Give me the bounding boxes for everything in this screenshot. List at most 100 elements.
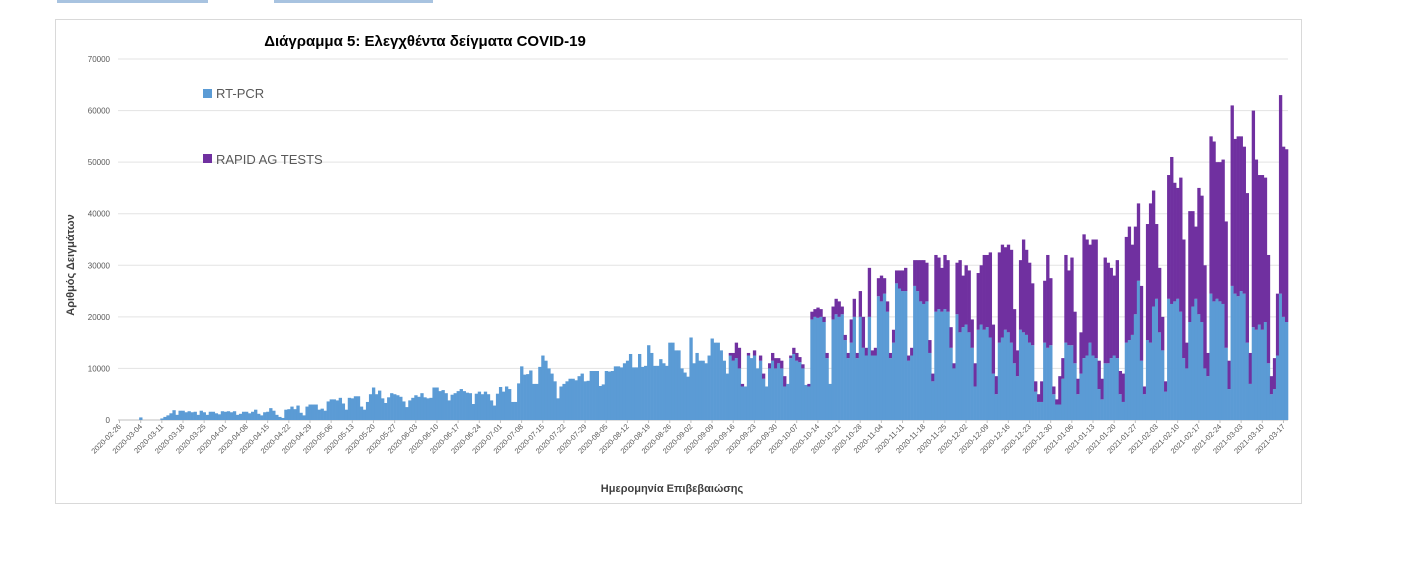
bar-rt-pcr (613, 366, 618, 420)
bar-rapid-ag (961, 275, 965, 328)
bar-rt-pcr (1127, 340, 1132, 420)
bar-rt-pcr (538, 366, 542, 420)
bar-rapid-ag (731, 352, 736, 361)
bar-rapid-ag (1115, 260, 1119, 359)
bar-rt-pcr (202, 412, 206, 420)
bar-rt-pcr (1043, 342, 1047, 420)
bar-rapid-ag (934, 254, 938, 312)
bar-rt-pcr (768, 368, 772, 420)
bar-rt-pcr (556, 398, 560, 420)
bar-rt-pcr (163, 416, 167, 420)
bar-rt-pcr (943, 309, 947, 420)
bar-rt-pcr (822, 322, 826, 420)
bar-rt-pcr (737, 368, 742, 420)
y-tick-label: 50000 (88, 158, 111, 167)
bar-rapid-ag (1070, 257, 1074, 346)
bar-rt-pcr (311, 404, 315, 420)
bar-rt-pcr (671, 342, 675, 420)
bar-rt-pcr (1154, 298, 1159, 420)
bar-rt-pcr (607, 371, 612, 420)
bar-rapid-ag (885, 301, 890, 312)
bar-rt-pcr (816, 317, 820, 420)
bar-rt-pcr (550, 373, 554, 420)
bar-rt-pcr (1121, 401, 1126, 420)
bar-rt-pcr (1254, 329, 1259, 420)
bar-rt-pcr (514, 401, 518, 420)
bar-rapid-ag (1015, 350, 1020, 377)
bar-rapid-ag (1194, 226, 1198, 299)
bar-rt-pcr (393, 394, 397, 420)
bar-rt-pcr (1136, 280, 1141, 420)
bar-rt-pcr (601, 384, 606, 420)
bar-rt-pcr (260, 415, 264, 420)
bar-rt-pcr (453, 393, 457, 420)
bars (139, 95, 1289, 420)
bar-rt-pcr (668, 342, 672, 420)
bar-rt-pcr (728, 355, 733, 420)
bar-rt-pcr (1015, 376, 1020, 420)
bar-rt-pcr (1040, 401, 1044, 420)
bar-rt-pcr (1003, 329, 1008, 420)
bar-rt-pcr (508, 389, 512, 420)
bar-rt-pcr (695, 352, 699, 420)
bar-rapid-ag (943, 254, 947, 310)
bar-rapid-ag (1018, 260, 1023, 330)
bar-rapid-ag (1242, 146, 1246, 294)
bar-rt-pcr (1124, 342, 1129, 420)
bar-rapid-ag (1024, 249, 1029, 335)
bar-rapid-ag (1272, 358, 1277, 390)
bar-rt-pcr (235, 414, 240, 420)
bar-rapid-ag (1040, 381, 1044, 402)
bar-rapid-ag (861, 316, 866, 348)
bar-rt-pcr (698, 360, 702, 420)
bar-rt-pcr (214, 413, 219, 420)
bar-rt-pcr (677, 350, 681, 420)
bar-rt-pcr (266, 411, 270, 420)
bar-rt-pcr (716, 342, 720, 420)
bar-rapid-ag (1191, 211, 1195, 307)
bar-rapid-ag (1215, 162, 1219, 299)
bar-rt-pcr (843, 340, 847, 420)
bar-rapid-ag (864, 347, 869, 356)
bar-rt-pcr (272, 410, 276, 420)
bar-rt-pcr (1076, 394, 1080, 420)
bar-rt-pcr (429, 397, 433, 420)
bar-rapid-ag (1133, 226, 1138, 315)
bar-rt-pcr (882, 293, 887, 420)
bar-rapid-ag (1103, 257, 1107, 364)
bar-rapid-ag (1109, 267, 1113, 359)
bar-rapid-ag (1094, 239, 1098, 359)
bar-rt-pcr (520, 366, 524, 420)
bar-rt-pcr (205, 414, 209, 420)
bar-rt-pcr (1257, 324, 1262, 420)
bar-rt-pcr (904, 291, 908, 420)
bar-rt-pcr (296, 405, 300, 420)
bar-rapid-ag (1206, 352, 1210, 377)
bar-rt-pcr (1000, 337, 1005, 420)
bar-rt-pcr (1145, 340, 1150, 420)
bar-rapid-ag (876, 278, 881, 297)
bar-rt-pcr (867, 316, 872, 420)
bar-rt-pcr (1203, 368, 1207, 420)
bar-rapid-ag (740, 383, 745, 387)
bar-rt-pcr (498, 386, 503, 420)
bar-rt-pcr (589, 371, 593, 420)
bar-rt-pcr (876, 296, 881, 420)
bar-rt-pcr (1221, 303, 1225, 420)
y-tick-label: 70000 (88, 55, 111, 64)
bar-rapid-ag (928, 340, 932, 353)
bar-rt-pcr (616, 366, 621, 420)
bar-rt-pcr (631, 367, 636, 420)
bar-rt-pcr (1103, 363, 1107, 420)
bar-rt-pcr (674, 350, 678, 420)
bar-rapid-ag (1284, 149, 1289, 323)
bar-rapid-ag (771, 352, 775, 361)
bar-rt-pcr (529, 370, 533, 420)
bar-rt-pcr (208, 411, 213, 420)
bar-rapid-ag (1203, 265, 1207, 369)
bar-rapid-ag (819, 309, 823, 317)
bar-rt-pcr (1133, 314, 1138, 420)
bar-rt-pcr (1272, 389, 1277, 420)
bar-rt-pcr (991, 373, 996, 420)
bar-rapid-ag (867, 267, 872, 317)
